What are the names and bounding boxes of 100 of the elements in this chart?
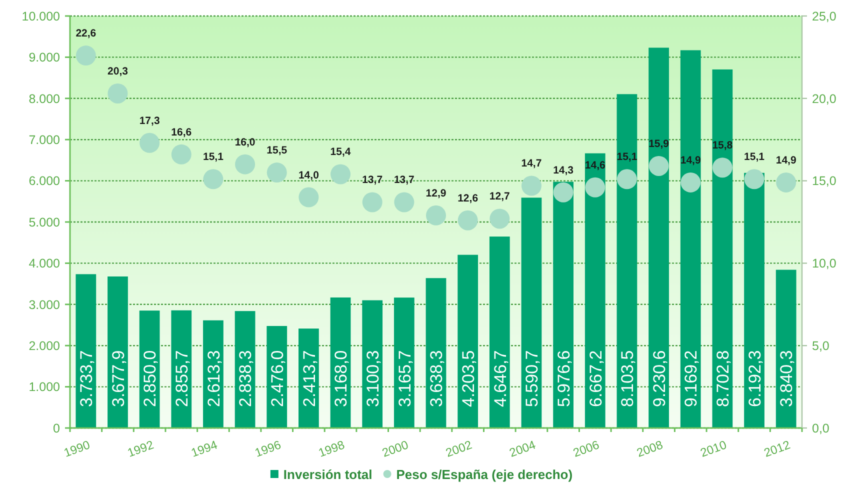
data-label: 15,1 [203, 151, 224, 164]
data-label: 8.103,5 [618, 350, 638, 407]
data-label: 5.590,7 [522, 350, 542, 407]
x-tick-label: 1994 [189, 438, 220, 460]
point [490, 208, 510, 229]
data-label: 15,5 [266, 144, 288, 157]
y2-tick-label: 15,0 [812, 174, 836, 188]
data-label: 9.230,6 [650, 350, 669, 407]
x-tick-label: 1990 [62, 438, 92, 460]
x-tick-label: 2012 [762, 438, 792, 460]
y2-tick-label: 5,0 [812, 338, 830, 353]
data-label: 14,7 [521, 158, 542, 170]
y-tick-label: 1.000 [28, 380, 60, 394]
point [108, 83, 128, 104]
data-label: 14,9 [776, 154, 796, 166]
x-tick-label: 2002 [444, 438, 474, 460]
bar [553, 182, 574, 428]
data-label: 6.667,2 [586, 350, 606, 407]
data-label: 13,7 [362, 174, 383, 186]
data-label: 3.840,3 [777, 350, 796, 407]
bar [108, 276, 128, 428]
data-label: 15,1 [616, 151, 638, 164]
point [616, 169, 637, 190]
y-tick-label: 2.000 [28, 338, 60, 353]
legend-label: Inversión total [283, 467, 372, 482]
point [426, 205, 446, 226]
x-tick-label: 1998 [316, 438, 347, 460]
bar [648, 48, 669, 428]
point [648, 156, 669, 176]
y2-tick-label: 20,0 [812, 92, 836, 106]
data-label: 3.168,0 [332, 350, 351, 407]
data-label: 2.850,0 [140, 350, 160, 407]
data-label: 12,9 [426, 187, 446, 200]
y2-tick-label: 10,0 [812, 256, 836, 271]
data-label: 8.702,8 [714, 350, 733, 407]
point [776, 172, 796, 192]
data-label: 16,0 [234, 136, 256, 148]
bar [362, 300, 383, 428]
bar [744, 172, 764, 428]
point [140, 132, 160, 153]
y2-tick-label: 0,0 [812, 421, 830, 436]
data-label: 12,7 [489, 190, 510, 203]
data-label: 22,6 [76, 28, 96, 40]
data-label: 14,0 [298, 169, 320, 182]
bar [584, 153, 606, 428]
data-label: 12,6 [458, 192, 478, 204]
point [330, 164, 351, 184]
point [76, 46, 96, 66]
data-label: 3.677,9 [108, 350, 128, 407]
data-label: 15,9 [648, 138, 670, 150]
data-label: 2.838,3 [236, 350, 256, 407]
y-tick-label: 7.000 [28, 132, 60, 147]
bar [76, 274, 96, 428]
x-tick-label: 2004 [508, 438, 538, 460]
point [744, 169, 764, 190]
data-label: 2.413,7 [300, 350, 319, 407]
point [585, 177, 606, 198]
data-label: 6.192,3 [745, 350, 764, 407]
point [203, 169, 224, 190]
data-label: 3.638,3 [427, 350, 446, 407]
data-label: 17,3 [139, 114, 160, 127]
data-label: 5.976,6 [554, 350, 574, 407]
data-label: 16,6 [171, 126, 192, 138]
bar [458, 254, 478, 428]
data-label: 14,9 [680, 154, 701, 166]
data-label: 3.733,7 [77, 350, 96, 407]
bar [489, 236, 510, 428]
point [298, 187, 319, 208]
x-tick-label: 2008 [634, 438, 666, 460]
point [235, 154, 256, 174]
bar [712, 69, 733, 428]
y-tick-label: 0 [53, 421, 60, 436]
y-tick-label: 9.000 [28, 50, 60, 65]
point [553, 182, 574, 202]
y2-tick-label: 25,0 [812, 9, 836, 24]
y-tick-label: 8.000 [28, 92, 60, 106]
data-label: 4.646,7 [490, 350, 510, 407]
data-label: 2.855,7 [172, 350, 192, 407]
point [362, 192, 382, 212]
y-tick-label: 10.000 [22, 9, 60, 24]
y-tick-label: 5.000 [28, 215, 60, 230]
data-label: 20,3 [108, 65, 128, 78]
x-tick-label: 1992 [126, 438, 156, 460]
bar [680, 50, 701, 428]
data-label: 2.476,0 [268, 350, 287, 407]
bar [616, 94, 638, 428]
data-label: 2.613,3 [204, 350, 224, 407]
x-tick-label: 2000 [380, 438, 410, 460]
data-label: 4.203,5 [458, 350, 478, 407]
x-tick-label: 2006 [571, 438, 602, 460]
legend-label: Peso s/España (eje derecho) [396, 467, 573, 482]
point [458, 210, 478, 230]
x-tick-label: 2010 [698, 438, 729, 460]
point [394, 192, 414, 212]
bar [776, 270, 796, 428]
data-label: 3.165,7 [395, 350, 414, 407]
y-tick-label: 4.000 [28, 256, 60, 271]
y-tick-label: 3.000 [28, 298, 60, 312]
point [521, 176, 542, 196]
y-tick-label: 6.000 [28, 174, 60, 188]
